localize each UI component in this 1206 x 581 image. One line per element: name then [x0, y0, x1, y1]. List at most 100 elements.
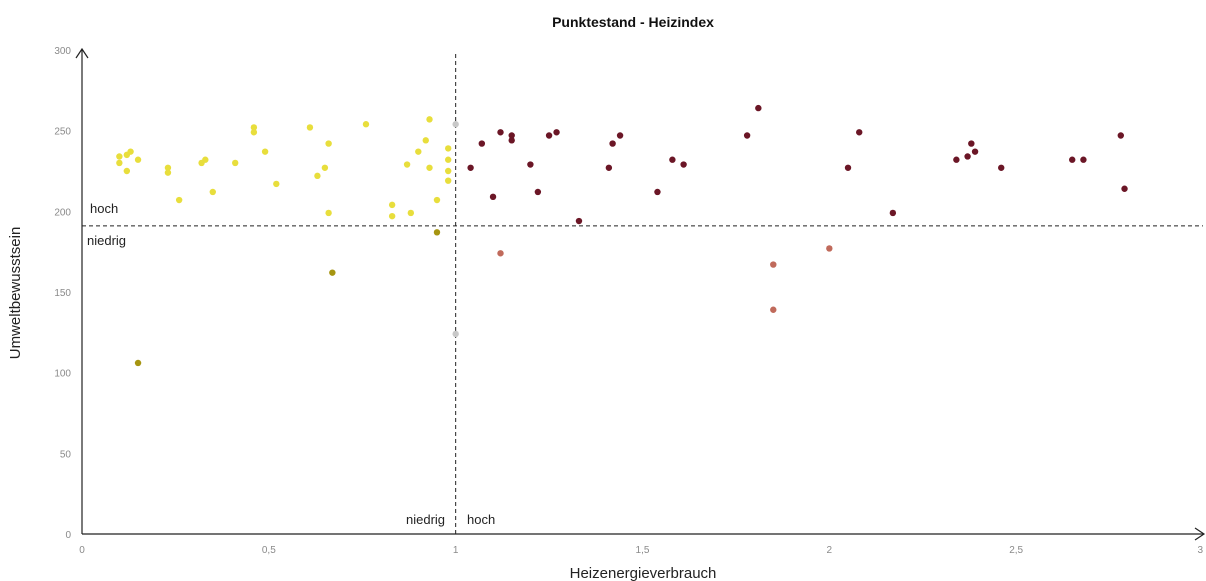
data-point: [134, 156, 142, 163]
data-point: [314, 172, 321, 180]
data-point: [164, 169, 172, 176]
data-point: [489, 193, 497, 201]
data-point: [426, 116, 433, 123]
data-point: [452, 121, 459, 128]
data-point: [273, 180, 280, 188]
data-point: [755, 104, 762, 112]
data-point: [422, 137, 429, 144]
y-axis-title: Umweltbewusstsein: [7, 227, 24, 360]
data-point: [329, 269, 336, 276]
x-tick-label: 1,5: [636, 545, 650, 556]
data-point: [202, 156, 209, 163]
data-point: [1069, 156, 1076, 163]
data-point: [444, 145, 452, 152]
x-high-label: hoch: [467, 512, 495, 527]
data-point: [134, 359, 142, 367]
data-point: [362, 121, 370, 128]
data-point: [444, 156, 452, 163]
x-tick-label: 3: [1197, 545, 1203, 556]
data-point: [407, 209, 415, 217]
y-axis: [75, 47, 89, 534]
data-point: [452, 330, 459, 338]
data-point: [844, 164, 852, 171]
data-point: [669, 156, 676, 163]
data-point: [856, 129, 863, 136]
chart-title: Punktestand - Heizindex: [552, 14, 714, 30]
data-point: [680, 161, 687, 168]
data-point: [545, 132, 553, 139]
data-point: [127, 148, 134, 155]
data-point: [444, 177, 452, 184]
data-point: [616, 132, 624, 139]
data-point: [770, 261, 777, 268]
data-point: [553, 129, 560, 136]
data-point: [534, 188, 542, 196]
data-point: [998, 164, 1005, 171]
data-point: [971, 148, 979, 155]
x-tick-label: 1: [453, 545, 459, 556]
data-point: [508, 132, 515, 139]
y-low-label: niedrig: [87, 233, 126, 248]
data-point: [444, 167, 452, 175]
data-point: [467, 164, 474, 171]
data-point: [770, 306, 777, 313]
x-tick-label: 2: [827, 545, 833, 556]
y-tick-label: 300: [54, 46, 71, 57]
x-tick-label: 0: [79, 545, 85, 556]
y-tick-labels: 0 50 100 150 200 250 300: [54, 46, 71, 541]
x-tick-labels: 0 0,5 1 1,5 2 2,5 3: [79, 545, 1203, 556]
data-point: [250, 124, 258, 131]
data-point: [116, 153, 123, 160]
data-point: [232, 159, 239, 167]
data-point: [325, 140, 332, 147]
x-axis-title: Heizenergieverbrauch: [570, 565, 717, 581]
data-point: [826, 245, 833, 252]
data-point: [209, 188, 216, 196]
data-point: [433, 196, 441, 204]
y-high-label: hoch: [90, 201, 118, 216]
data-point: [1121, 185, 1128, 192]
data-point: [964, 153, 971, 160]
data-point: [388, 201, 396, 209]
data-point: [743, 132, 751, 139]
data-point: [508, 137, 515, 144]
data-point: [433, 229, 441, 236]
y-tick-label: 50: [60, 449, 72, 460]
data-point: [654, 188, 661, 196]
data-point: [403, 161, 411, 168]
y-tick-label: 200: [54, 207, 71, 218]
data-point: [388, 212, 396, 220]
data-point: [889, 209, 897, 217]
data-point: [325, 209, 332, 217]
data-point: [497, 129, 504, 136]
data-point: [415, 148, 422, 155]
y-tick-label: 150: [54, 288, 71, 299]
data-point: [478, 140, 486, 147]
data-point: [605, 164, 613, 171]
data-point: [164, 164, 172, 171]
data-point: [321, 164, 329, 171]
data-point: [1117, 132, 1124, 139]
x-axis: [82, 527, 1206, 541]
data-point: [968, 140, 975, 147]
data-points: [116, 104, 1128, 367]
data-point: [575, 217, 583, 225]
data-point: [426, 164, 433, 171]
y-tick-label: 0: [65, 530, 71, 541]
data-point: [250, 129, 258, 136]
y-tick-label: 100: [54, 369, 71, 380]
data-point: [116, 159, 123, 167]
data-point: [261, 148, 269, 155]
y-tick-label: 250: [54, 127, 71, 138]
data-point: [175, 196, 183, 204]
data-point: [953, 156, 960, 163]
data-point: [306, 124, 314, 131]
x-low-label: niedrig: [406, 512, 445, 527]
data-point: [609, 140, 616, 147]
x-tick-label: 0,5: [262, 545, 276, 556]
data-point: [497, 250, 504, 257]
threshold-lines: [82, 54, 1203, 534]
data-point: [123, 167, 131, 175]
x-tick-label: 2,5: [1009, 545, 1023, 556]
